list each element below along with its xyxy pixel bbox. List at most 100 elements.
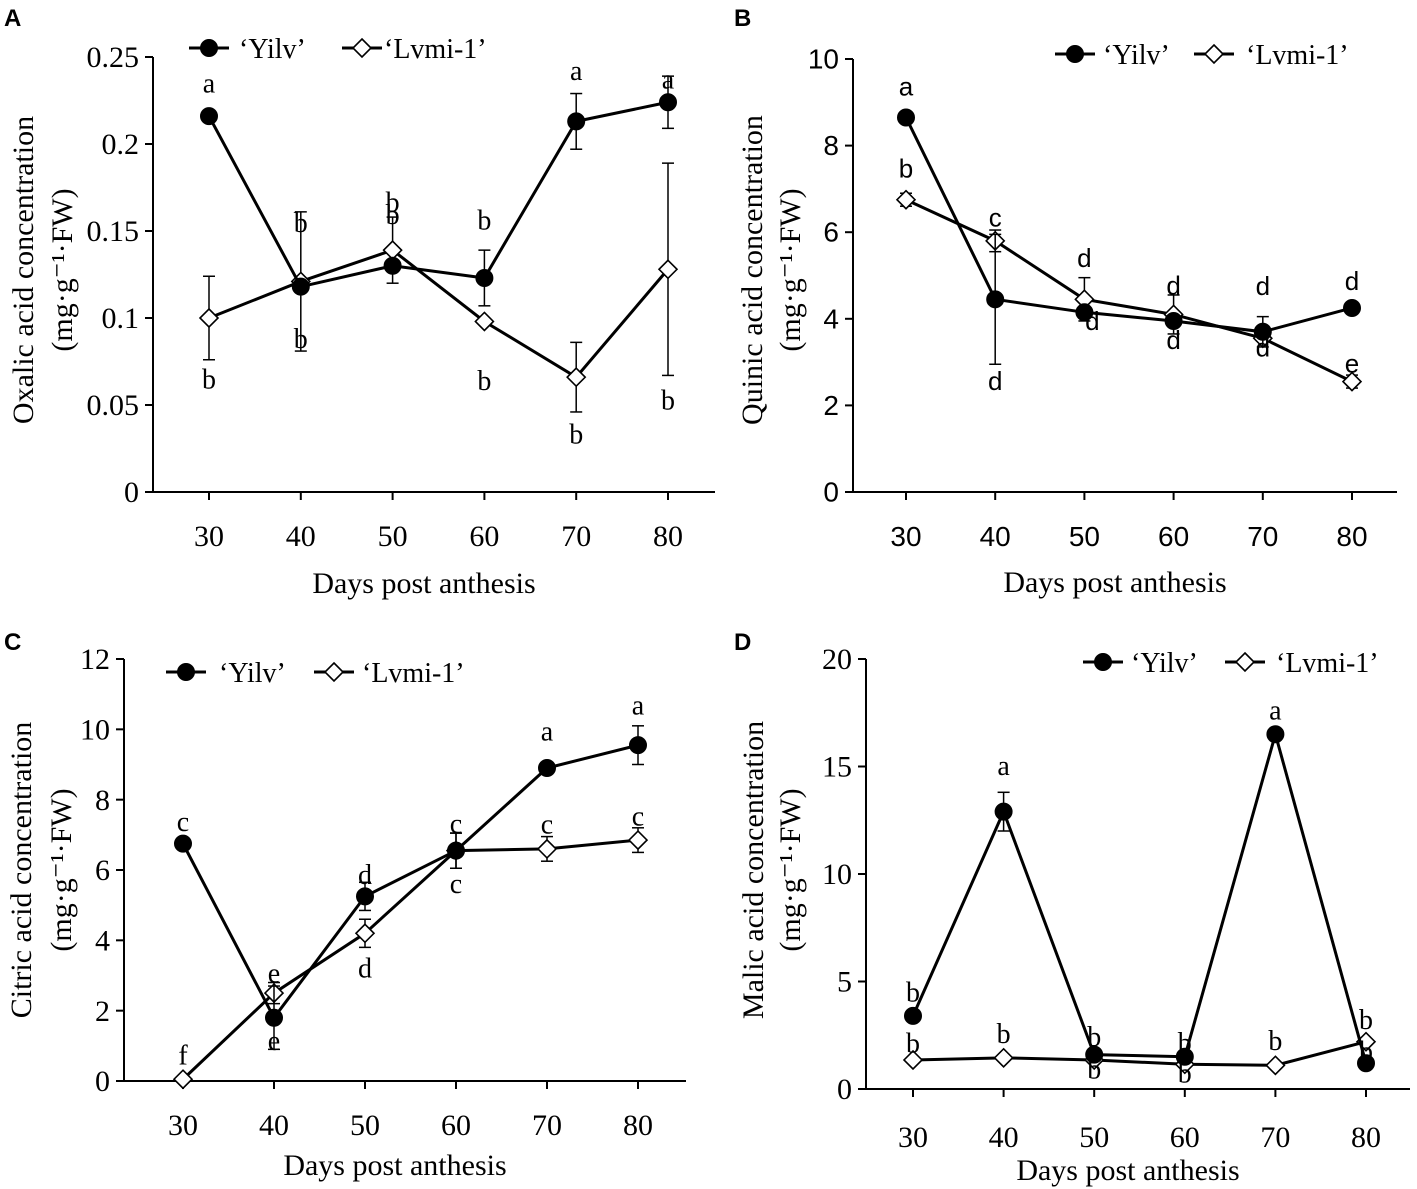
legend: ‘Yilv’ ‘Lvmi-1’ [189,34,487,65]
series-yilv: c e d c a a [174,691,647,1057]
data-point [657,259,679,280]
x-tick-label: 30 [898,1121,928,1154]
significance-letter: d [1345,266,1359,296]
significance-letter: d [1077,243,1091,273]
significance-letter: c [541,809,553,840]
series-yilv: bab bab [904,696,1375,1073]
significance-letter: b [1359,1037,1373,1068]
significance-letter: b [202,364,216,395]
significance-letter: d [1166,325,1180,355]
significance-letter: b [477,366,491,397]
data-point [354,923,376,944]
legend: ‘Yilv’ ‘Lvmi-1’ [166,658,465,689]
legend-marker-diamond [323,661,345,683]
legend-marker-circle [200,39,218,57]
significance-letter: a [632,691,645,722]
data-point [566,367,587,388]
significance-letter: b [294,208,308,239]
significance-letter: b [386,188,400,219]
significance-letter: a [1269,696,1282,727]
series-line [911,728,1368,1064]
series-line [207,100,669,289]
significance-letter: c [450,869,462,900]
significance-letter: b [477,205,491,236]
x-tick-label: 70 [1260,1121,1290,1154]
y-tick-label: 2 [823,390,839,421]
significance-letter: d [988,366,1002,396]
data-point [172,1069,194,1090]
x-axis-label: Days post anthesis [1003,566,1226,599]
x-tick-label: 70 [561,520,591,553]
y-tick-label: 0.1 [102,302,140,335]
y-tick-label: 10 [808,44,839,75]
series-line [905,198,1353,383]
legend-label-lvmi: ‘Lvmi-1’ [384,34,487,65]
significance-letter: d [1256,333,1270,363]
legend-marker-circle [1094,653,1112,671]
y-tick-label: 8 [823,130,839,161]
significance-letter: b [1268,1026,1282,1057]
panel-label: A [4,5,21,32]
data-point [993,1047,1014,1068]
data-point [291,277,310,296]
x-tick-label: 50 [378,520,408,553]
legend-label-lvmi: ‘Lvmi-1’ [362,658,465,689]
significance-letter: a [899,71,914,101]
y-axis-label: Malic acid concentration [737,721,770,1019]
significance-letter: b [1359,1005,1373,1036]
significance-letter: a [997,751,1010,782]
significance-letter: b [386,200,400,231]
data-point [1357,1054,1375,1073]
data-point [198,307,220,329]
legend-marker-diamond [351,37,373,59]
y-tick-label: 0 [837,1073,852,1106]
data-point [1253,322,1272,341]
y-tick-label: 5 [837,966,852,999]
y-axis-label: Quinic acid concentration [736,115,769,425]
x-tick-label: 80 [1351,1121,1381,1154]
data-point [447,841,465,860]
x-axis-label: Days post anthesis [1016,1154,1239,1187]
x-tick-label: 80 [1336,521,1367,552]
data-point [1266,725,1285,744]
y-tick-label: 6 [823,217,839,248]
significance-letter: e [1345,348,1359,378]
panel-b: B 0 2 4 6 8 10 30 40 50 60 70 80 Days post anthesis Qu… [734,5,1397,599]
x-tick-label: 30 [890,521,921,552]
legend-marker-diamond [1203,43,1225,65]
data-point [567,112,586,131]
significance-letter: d [1256,271,1270,301]
data-point [1343,298,1361,317]
x-tick-label: 80 [623,1109,653,1142]
y-tick-label: 2 [95,995,110,1028]
y-tick-label: 8 [95,784,110,817]
y-axis-unit: (mg·g⁻¹·FW) [774,188,807,351]
x-axis-label: Days post anthesis [283,1149,506,1182]
data-point [356,887,374,906]
data-point [659,93,677,112]
significance-letter: a [570,56,583,87]
significance-letter: c [989,203,1002,233]
x-tick-label: 60 [1170,1121,1200,1154]
data-point [265,1008,283,1027]
panel-label: B [734,5,751,32]
data-point [904,1006,922,1025]
significance-letter: b [569,420,583,451]
y-tick-label: 20 [822,643,852,676]
y-tick-label: 0.15 [87,215,140,248]
series-line [181,743,639,1021]
significance-letter: e [268,958,280,989]
significance-letter: d [1166,270,1180,300]
significance-letter: a [541,716,554,747]
significance-letter: c [450,809,462,840]
series-lvmi: fe dcc c [172,802,649,1090]
data-point [475,268,494,287]
significance-letter: b [1087,1022,1101,1053]
x-tick-label: 40 [989,1121,1019,1154]
series-line [904,116,1353,334]
x-tick-label: 50 [1069,521,1100,552]
x-tick-label: 40 [980,521,1011,552]
data-point [174,834,192,853]
